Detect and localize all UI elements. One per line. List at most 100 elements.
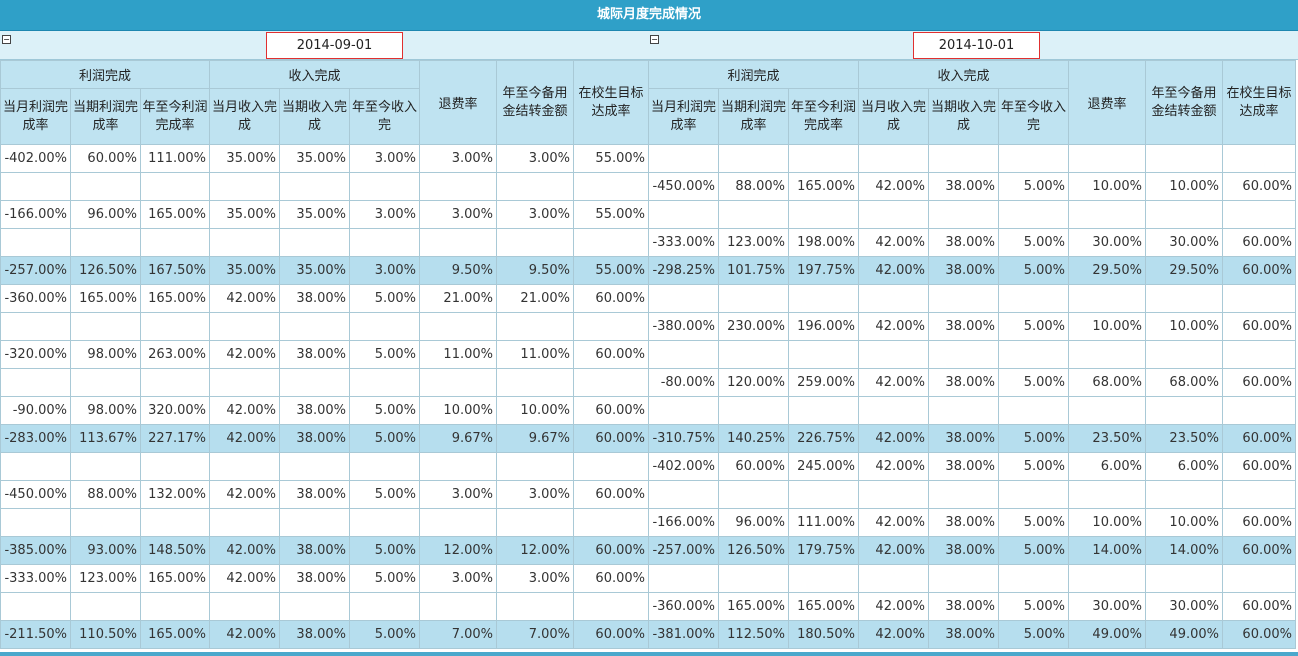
table-cell xyxy=(998,144,1069,173)
table-cell: 126.50% xyxy=(718,536,789,565)
table-cell: 179.75% xyxy=(788,536,859,565)
table-cell: 165.00% xyxy=(70,284,141,313)
table-cell xyxy=(419,312,497,341)
table-cell: 120.00% xyxy=(718,368,789,397)
table-cell: -283.00% xyxy=(0,424,71,453)
table-cell xyxy=(928,340,999,369)
table-cell xyxy=(279,592,350,621)
collapse-icon[interactable]: − xyxy=(650,35,659,44)
table-cell: -385.00% xyxy=(0,536,71,565)
table-cell: 60.00% xyxy=(718,452,789,481)
table-cell xyxy=(648,564,719,593)
table-cell: -380.00% xyxy=(648,312,719,341)
table-cell xyxy=(928,200,999,229)
table-cell xyxy=(0,368,71,397)
table-row: -450.00% 88.00% 132.00% 42.00% 38.00% 5.00% 3.… xyxy=(0,480,1296,509)
table-cell xyxy=(209,452,280,481)
table-cell: 42.00% xyxy=(209,340,280,369)
income-ytd-header: 年至今收入完 xyxy=(998,88,1069,145)
table-cell: 60.00% xyxy=(573,424,649,453)
table-cell: 68.00% xyxy=(1068,368,1146,397)
table-cell: 60.00% xyxy=(1222,228,1296,257)
table-cell: 30.00% xyxy=(1145,592,1223,621)
table-cell: 10.00% xyxy=(1068,172,1146,201)
table-cell: 5.00% xyxy=(349,424,420,453)
table-cell xyxy=(858,480,929,509)
table-cell xyxy=(1145,200,1223,229)
subtotal-row: -283.00% 113.67% 227.17% 42.00% 38.00% 5.00% 9… xyxy=(0,424,1296,453)
table-row: -320.00% 98.00% 263.00% 42.00% 38.00% 5.00% 11… xyxy=(0,340,1296,369)
table-cell: 165.00% xyxy=(140,564,210,593)
table-cell xyxy=(573,172,649,201)
table-cell: 112.50% xyxy=(718,620,789,649)
table-cell: 10.00% xyxy=(1145,312,1223,341)
table-cell: 35.00% xyxy=(279,256,350,285)
table-cell xyxy=(788,564,859,593)
table-cell: 123.00% xyxy=(70,564,141,593)
table-cell: 140.25% xyxy=(718,424,789,453)
profit-month-header: 当月利润完成率 xyxy=(648,88,719,145)
table-cell: 38.00% xyxy=(279,396,350,425)
table-cell: 5.00% xyxy=(349,340,420,369)
table-cell xyxy=(0,172,71,201)
table-cell xyxy=(858,200,929,229)
table-cell: -333.00% xyxy=(648,228,719,257)
table-cell: -381.00% xyxy=(648,620,719,649)
table-cell xyxy=(70,228,141,257)
table-cell xyxy=(1145,396,1223,425)
table-cell: 3.00% xyxy=(496,200,574,229)
table-cell: 3.00% xyxy=(419,564,497,593)
table-cell: 5.00% xyxy=(349,536,420,565)
subtotal-row: -385.00% 93.00% 148.50% 42.00% 38.00% 5.00% 12… xyxy=(0,536,1296,565)
table-cell xyxy=(648,396,719,425)
table-cell: -402.00% xyxy=(0,144,71,173)
date-field-1[interactable]: 2014-09-01 xyxy=(266,32,403,59)
table-cell xyxy=(1145,340,1223,369)
table-cell: 30.00% xyxy=(1068,592,1146,621)
table-row: -360.00% 165.00% 165.00% 42.00% 38.00% 5.00% 3… xyxy=(0,592,1296,621)
table-cell: -320.00% xyxy=(0,340,71,369)
table-cell: 60.00% xyxy=(573,340,649,369)
table-cell: 38.00% xyxy=(928,256,999,285)
table-cell xyxy=(0,508,71,537)
table-cell xyxy=(209,368,280,397)
table-cell: 42.00% xyxy=(858,452,929,481)
table-cell xyxy=(496,172,574,201)
table-cell xyxy=(718,144,789,173)
table-cell: 10.00% xyxy=(1145,508,1223,537)
table-cell: -450.00% xyxy=(0,480,71,509)
table-cell xyxy=(573,312,649,341)
table-row: -166.00% 96.00% 111.00% 42.00% 38.00% 5.00% 10… xyxy=(0,508,1296,537)
table-cell: 165.00% xyxy=(140,200,210,229)
table-cell xyxy=(1145,564,1223,593)
table-cell: -450.00% xyxy=(648,172,719,201)
date-field-2[interactable]: 2014-10-01 xyxy=(913,32,1040,59)
table-cell xyxy=(496,312,574,341)
table-cell: 42.00% xyxy=(858,620,929,649)
table-cell xyxy=(0,228,71,257)
table-cell: -333.00% xyxy=(0,564,71,593)
table-cell xyxy=(998,396,1069,425)
table-cell xyxy=(1222,564,1296,593)
table-cell: 60.00% xyxy=(573,480,649,509)
table-cell: 35.00% xyxy=(209,144,280,173)
table-cell xyxy=(788,480,859,509)
table-cell: 5.00% xyxy=(349,620,420,649)
table-cell: 60.00% xyxy=(1222,256,1296,285)
table-cell: 42.00% xyxy=(858,368,929,397)
table-cell: 198.00% xyxy=(788,228,859,257)
table-cell xyxy=(998,564,1069,593)
table-cell: 96.00% xyxy=(718,508,789,537)
table-cell: 60.00% xyxy=(1222,312,1296,341)
table-cell xyxy=(70,592,141,621)
table-cell: 10.00% xyxy=(1068,508,1146,537)
table-cell: 35.00% xyxy=(279,144,350,173)
table-cell: 60.00% xyxy=(1222,424,1296,453)
table-cell: 60.00% xyxy=(1222,452,1296,481)
table-cell: 180.50% xyxy=(788,620,859,649)
table-cell xyxy=(0,312,71,341)
table-cell: 226.75% xyxy=(788,424,859,453)
table-cell xyxy=(70,368,141,397)
collapse-icon[interactable]: − xyxy=(2,35,11,44)
table-cell: 60.00% xyxy=(1222,592,1296,621)
